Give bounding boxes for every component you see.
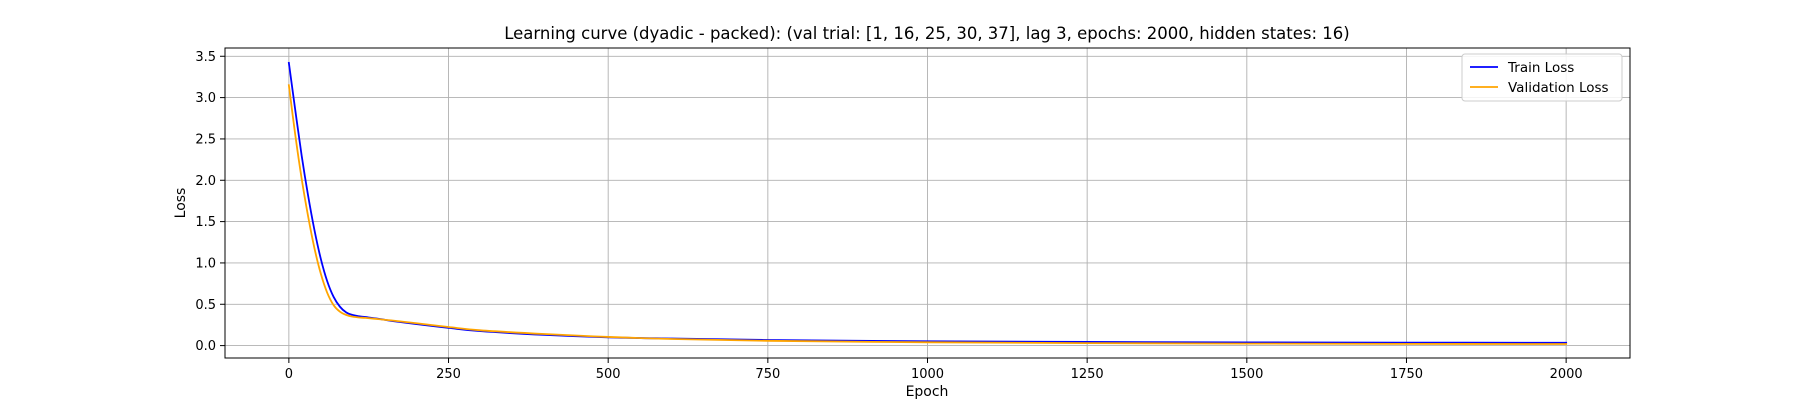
legend-box xyxy=(1461,53,1623,102)
y-tick-label: 0.5 xyxy=(195,298,216,313)
x-axis-label: Epoch xyxy=(906,384,949,400)
grid-lines xyxy=(225,48,1630,358)
x-tick-label: 250 xyxy=(436,367,461,382)
y-tick-label: 0.0 xyxy=(195,339,216,354)
series-layer xyxy=(287,61,1568,345)
y-tick-label: 2.5 xyxy=(195,132,216,147)
y-axis-ticks: 0.0 0.5 1.0 1.5 2.0 2.5 3.0 3.5 xyxy=(195,50,225,354)
y-tick-label: 1.5 xyxy=(195,215,216,230)
legend: Train Loss Validation Loss xyxy=(1461,53,1623,102)
legend-label-train-loss: Train Loss xyxy=(1507,60,1574,76)
x-tick-label: 750 xyxy=(755,367,780,382)
x-tick-label: 1500 xyxy=(1230,367,1263,382)
y-tick-label: 3.5 xyxy=(195,50,216,65)
x-tick-label: 1000 xyxy=(911,367,944,382)
x-tick-label: 2000 xyxy=(1550,367,1583,382)
x-axis-ticks: 0 250 500 750 1000 1250 1500 1750 2000 xyxy=(285,358,1583,382)
chart-title: Learning curve (dyadic - packed): (val t… xyxy=(504,24,1350,43)
legend-label-validation-loss: Validation Loss xyxy=(1508,80,1609,96)
x-tick-label: 500 xyxy=(596,367,621,382)
y-tick-label: 3.0 xyxy=(195,91,216,106)
x-tick-label: 0 xyxy=(285,367,293,382)
y-tick-label: 2.0 xyxy=(195,174,216,189)
x-tick-label: 1250 xyxy=(1071,367,1104,382)
y-axis-label: Loss xyxy=(173,188,189,219)
y-tick-label: 1.0 xyxy=(195,256,216,271)
x-tick-label: 1750 xyxy=(1390,367,1423,382)
validation-loss-line xyxy=(287,84,1568,345)
